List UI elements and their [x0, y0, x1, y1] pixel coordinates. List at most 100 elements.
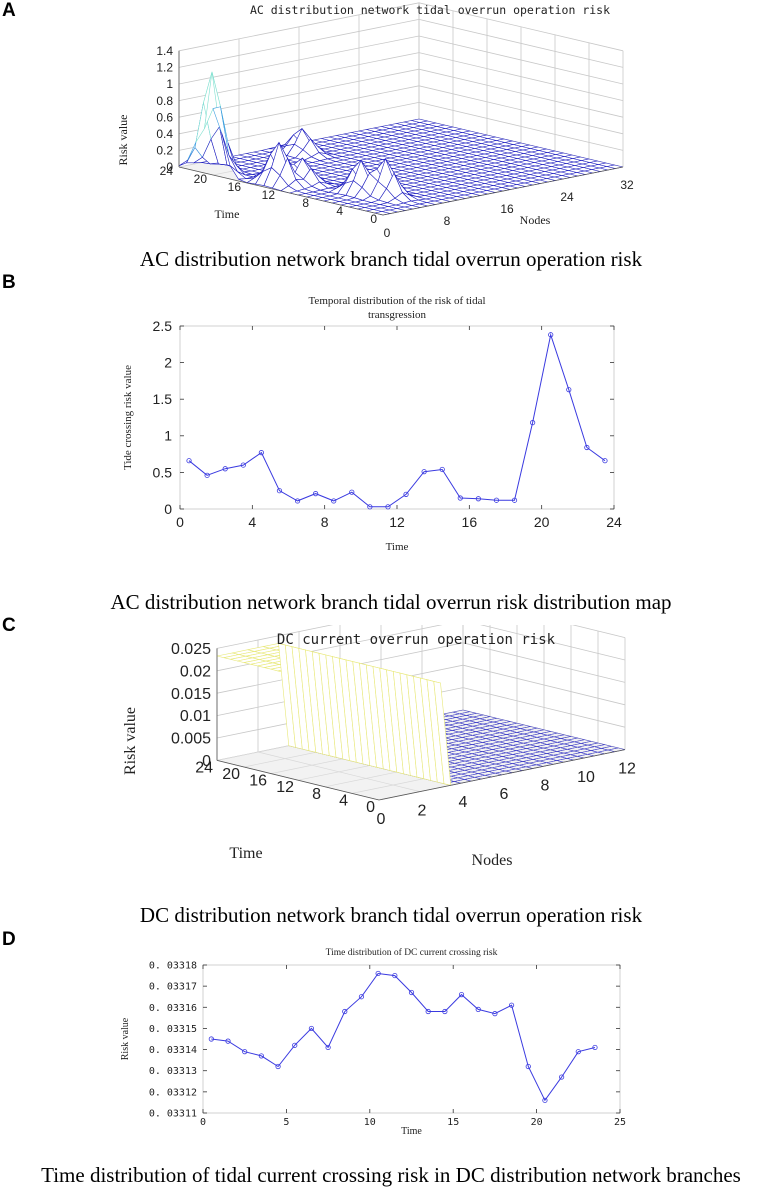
- data-point: [313, 491, 319, 497]
- data-point: [275, 1063, 281, 1070]
- y-tick-label: 0. 03316: [149, 1003, 197, 1014]
- time-tick-label: 20: [222, 766, 240, 783]
- data-point: [511, 497, 518, 503]
- time-tick-label: 8: [302, 196, 309, 210]
- x-tick-label: 4: [248, 514, 256, 530]
- data-point: [566, 387, 572, 393]
- time-tick-label: 12: [276, 779, 294, 796]
- z-tick-label: 0.2: [156, 144, 173, 158]
- time-tick-label: 20: [194, 172, 208, 186]
- data-point: [204, 472, 210, 478]
- data-point: [258, 450, 264, 456]
- plot-frame: [179, 325, 615, 510]
- data-point: [584, 444, 590, 451]
- series-line: [211, 972, 596, 1102]
- time-tick-label: 8: [312, 786, 321, 803]
- x-tick-label: 15: [447, 1117, 459, 1128]
- z-tick-label: 0.015: [171, 686, 211, 703]
- data-point: [342, 1008, 348, 1015]
- time-tick-label: 4: [336, 204, 343, 218]
- y-tick-label: 0.5: [153, 464, 173, 480]
- ac-risk-line-chart: 0 4 8 12 16 20 24 0 0.5 1 1.5 2 2.5 Temporal distribu…: [122, 295, 622, 553]
- time-axis-label: Time: [215, 207, 240, 221]
- node-tick-label: 10: [577, 769, 595, 786]
- data-point: [358, 994, 365, 1000]
- z-tick-label: 1.2: [156, 61, 173, 75]
- data-point: [542, 1097, 548, 1103]
- data-point: [492, 1011, 498, 1017]
- x-tick-label: 0: [176, 514, 184, 530]
- panel-letter-c: C: [2, 615, 16, 636]
- node-tick-label: 16: [500, 202, 514, 216]
- node-tick-label: 0: [384, 226, 391, 240]
- chart-title: Time distribution of DC current crossing…: [326, 947, 498, 958]
- z-tick-label: 0.4: [156, 127, 173, 141]
- node-tick-label: 8: [541, 777, 550, 794]
- z-tick-label: 0: [202, 753, 211, 770]
- x-axis-label: Time: [401, 1126, 422, 1137]
- time-axis-label: Time: [229, 845, 262, 862]
- z-tick-label: 0.01: [180, 708, 211, 725]
- y-tick-label: 0. 03312: [149, 1087, 197, 1098]
- y-tick-label: 2: [164, 355, 172, 371]
- grid-line: [571, 625, 626, 638]
- y-axis-label: Tide crossing risk value: [122, 365, 134, 470]
- z-tick-label: 0.005: [171, 731, 211, 748]
- time-axis: [178, 166, 384, 216]
- data-point: [292, 1042, 298, 1048]
- node-axis: [378, 749, 626, 801]
- caption-d: Time distribution of tidal current cross…: [41, 1163, 741, 1187]
- node-axis: [382, 166, 624, 216]
- data-point: [208, 1036, 214, 1042]
- y-tick-label: 0: [164, 501, 172, 517]
- data-point: [493, 497, 500, 503]
- y-tick-label: 0. 03314: [149, 1045, 197, 1056]
- z-tick-label: 1.4: [156, 44, 173, 58]
- data-point: [222, 466, 228, 472]
- chart-title: Temporal distribution of the risk of tid…: [308, 295, 485, 307]
- x-tick-label: 8: [321, 514, 329, 530]
- data-point: [240, 462, 246, 468]
- data-point: [294, 498, 301, 504]
- z-tick-label: 1: [166, 77, 173, 91]
- x-axis-label: Time: [386, 541, 409, 553]
- data-point: [421, 469, 427, 475]
- data-point: [525, 1063, 531, 1070]
- y-axis-label: Risk value: [120, 1017, 131, 1060]
- dc-risk-line-chart: 0 5 10 15 20 25 0. 03311 0. 03312 0. 03313 0. 033…: [120, 947, 626, 1137]
- data-point: [458, 991, 465, 998]
- node-tick-label: 2: [418, 803, 427, 820]
- data-point: [349, 489, 355, 495]
- z-tick-label: 0.02: [180, 663, 211, 680]
- x-tick-label: 20: [531, 1117, 543, 1128]
- x-tick-label: 20: [534, 514, 550, 530]
- series-line: [188, 332, 606, 508]
- data-point: [385, 504, 391, 510]
- data-point: [403, 491, 409, 497]
- data-point: [475, 496, 481, 502]
- time-axis: [216, 760, 380, 801]
- node-tick-label: 12: [618, 761, 636, 778]
- data-point: [367, 504, 373, 510]
- data-point: [331, 498, 337, 504]
- caption-c: DC distribution network branch tidal ove…: [139, 903, 643, 927]
- y-tick-label: 0. 03317: [149, 982, 197, 993]
- data-point: [475, 1006, 481, 1013]
- data-point: [242, 1049, 248, 1055]
- node-tick-label: 0: [377, 811, 386, 828]
- data-point: [439, 466, 445, 473]
- x-tick-label: 16: [462, 514, 478, 530]
- node-tick-label: 8: [444, 214, 451, 228]
- caption-a: AC distribution network branch tidal ove…: [139, 247, 643, 271]
- time-tick-label: 0: [370, 212, 377, 226]
- y-tick-label: 1.5: [153, 391, 173, 407]
- z-tick-label: 0.025: [171, 641, 211, 658]
- y-tick-label: 0. 03318: [149, 961, 197, 972]
- data-point: [508, 1002, 515, 1008]
- z-tick-label: 0.8: [156, 94, 173, 108]
- data-point: [530, 420, 536, 426]
- panel-letter-a: A: [2, 0, 16, 21]
- data-point: [548, 332, 554, 338]
- node-tick-label: 6: [500, 786, 509, 803]
